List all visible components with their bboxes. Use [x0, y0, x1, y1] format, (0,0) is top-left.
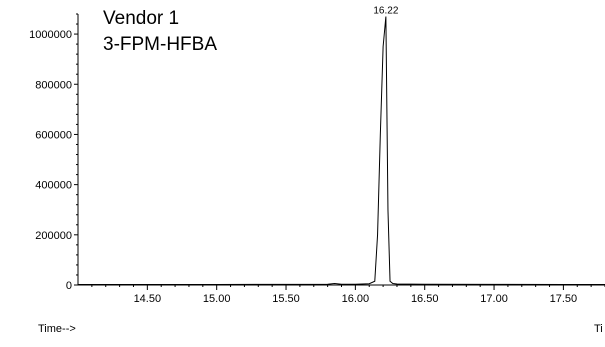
x-axis-label: Time--> [38, 323, 76, 335]
y-tick-label-2: 400000 [35, 180, 72, 192]
y-tick-label-4: 800000 [35, 79, 72, 91]
series-layer [78, 16, 605, 285]
chart-title-line-2: 3-FPM-HFBA [103, 34, 217, 55]
x-tick-label-5: 17.00 [480, 293, 508, 305]
x-axis-label-right-fragment: Ti [594, 323, 603, 335]
labels-layer: Vendor 1 3-FPM-HFBA Time--> Ti 16.22 [38, 6, 603, 335]
x-tick-label-3: 16.00 [342, 293, 370, 305]
y-tick-label-5: 1000000 [29, 29, 72, 41]
chart-title-line-1: Vendor 1 [103, 8, 179, 29]
x-tick-label-4: 16.50 [411, 293, 439, 305]
y-tick-label-0: 0 [66, 280, 72, 292]
ticks-layer: 0 200000 400000 600000 800000 1000000 14.50 15.… [29, 13, 605, 305]
peak-label: 16.22 [373, 6, 398, 17]
x-tick-label-2: 15.50 [272, 293, 300, 305]
x-tick-label-0: 14.50 [134, 293, 162, 305]
series-line-0 [78, 16, 605, 285]
x-tick-label-1: 15.00 [203, 293, 231, 305]
x-tick-label-6: 17.50 [550, 293, 578, 305]
y-tick-label-1: 200000 [35, 230, 72, 242]
y-tick-label-3: 600000 [35, 129, 72, 141]
